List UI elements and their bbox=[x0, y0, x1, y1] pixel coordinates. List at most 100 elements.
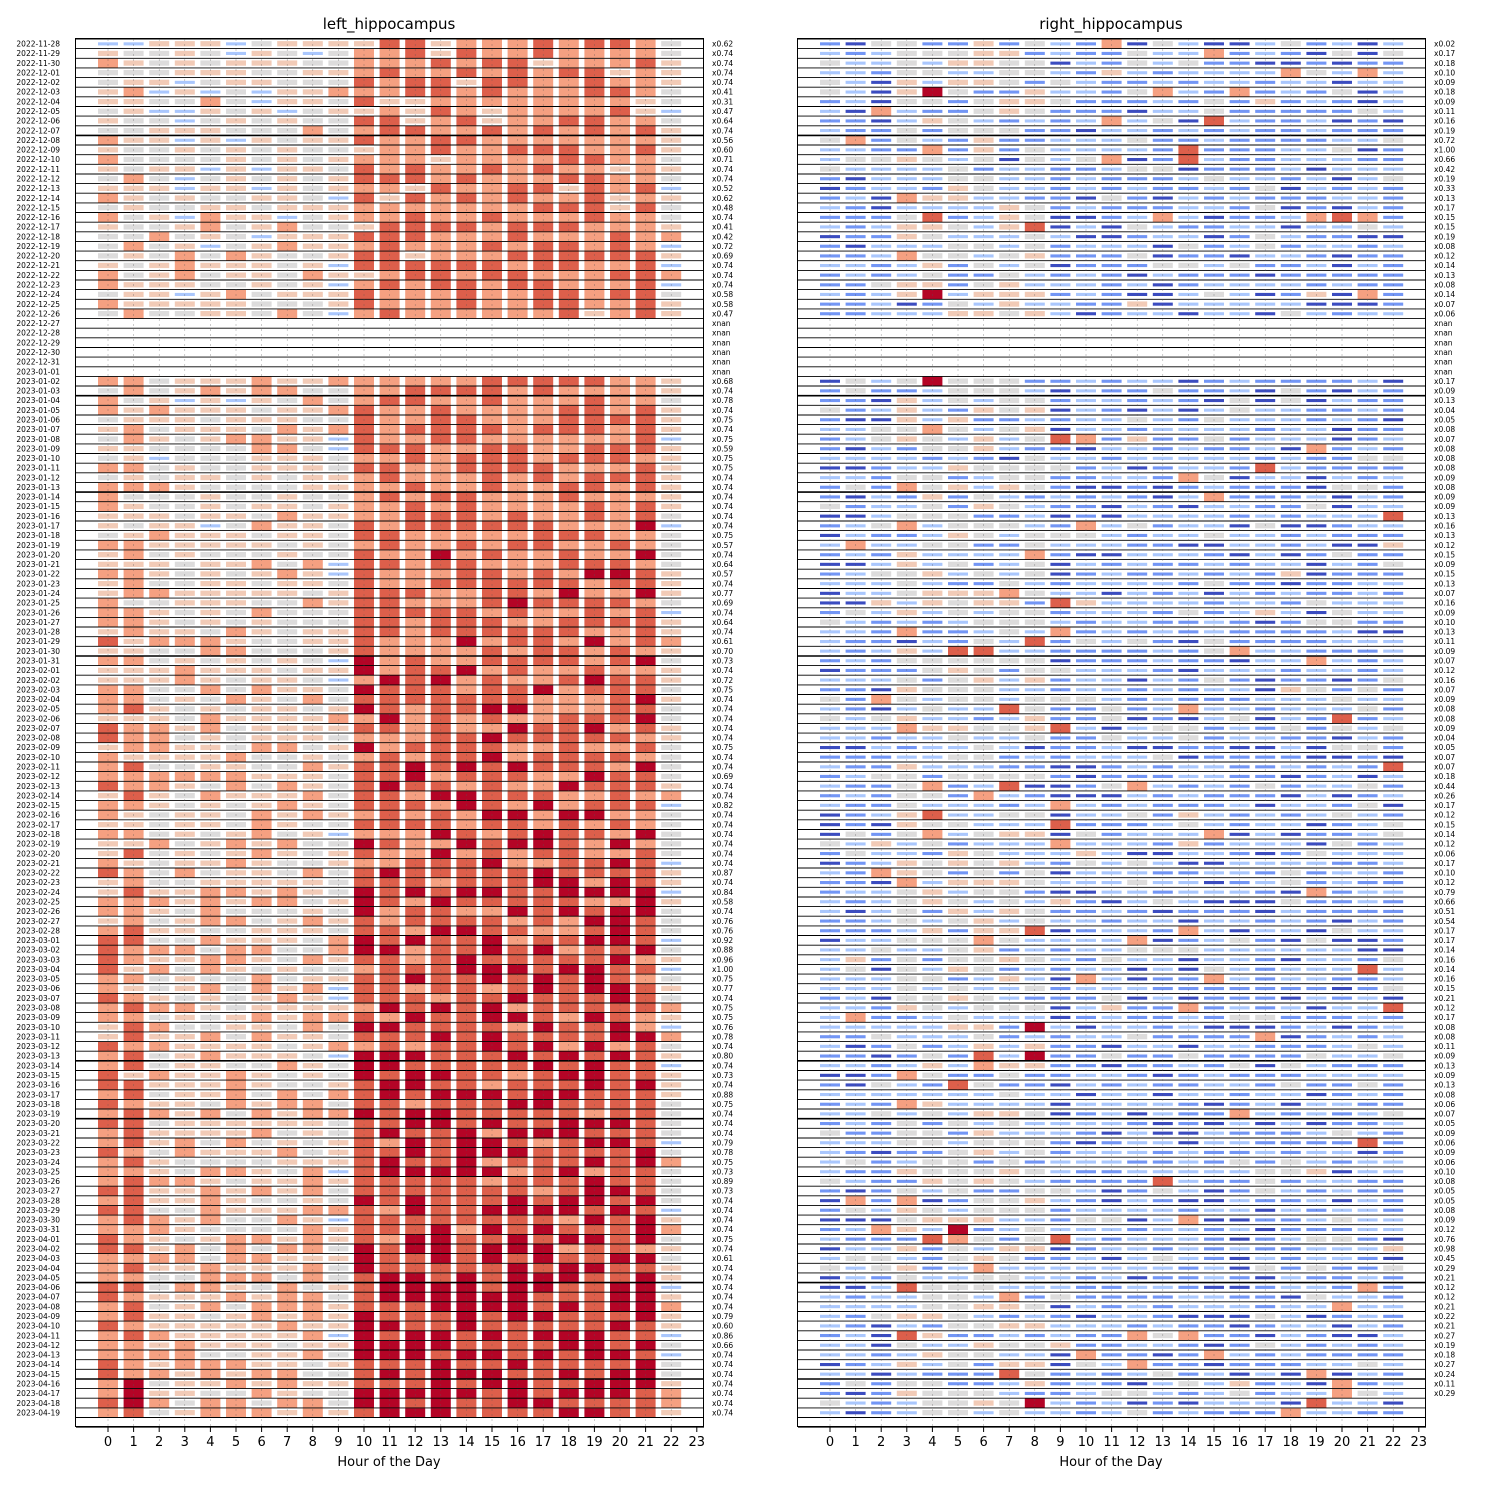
heatmap-cell bbox=[1127, 379, 1148, 383]
heatmap-cell bbox=[302, 1408, 323, 1418]
heatmap-cell bbox=[1229, 51, 1250, 55]
y-date-label: 2023-03-22 bbox=[16, 1139, 60, 1148]
heatmap-cell bbox=[533, 617, 554, 627]
y-date-label: 2023-03-25 bbox=[16, 1167, 60, 1176]
heatmap-cell bbox=[507, 887, 528, 897]
heatmap-cell bbox=[584, 897, 605, 907]
heatmap-cell bbox=[149, 1176, 170, 1186]
heatmap-cell bbox=[98, 58, 118, 68]
heatmap-cell bbox=[98, 733, 118, 743]
heatmap-cell bbox=[328, 1294, 349, 1300]
y-date-label: 2023-02-12 bbox=[16, 772, 60, 781]
heatmap-cell bbox=[405, 588, 426, 598]
heatmap-cell bbox=[456, 771, 477, 782]
heatmap-cell bbox=[354, 1379, 374, 1389]
heatmap-cell bbox=[200, 581, 221, 587]
heatmap-cell bbox=[1024, 177, 1045, 181]
heatmap-cell bbox=[661, 611, 682, 615]
heatmap-cell bbox=[533, 1302, 554, 1312]
heatmap-cell bbox=[1204, 485, 1224, 489]
heatmap-cell bbox=[635, 906, 656, 917]
heatmap-cell bbox=[610, 1138, 630, 1148]
heatmap-cell bbox=[405, 637, 426, 647]
heatmap-cell bbox=[635, 733, 656, 743]
heatmap-cell bbox=[558, 1253, 579, 1264]
heatmap-cell bbox=[123, 715, 144, 722]
heatmap-cell bbox=[405, 1388, 426, 1399]
heatmap-cell bbox=[1255, 243, 1276, 249]
heatmap-cell bbox=[1101, 649, 1122, 653]
heatmap-cell bbox=[1152, 80, 1173, 84]
heatmap-cell bbox=[379, 878, 400, 888]
heatmap-cell bbox=[1332, 505, 1352, 509]
heatmap-cell bbox=[1332, 89, 1352, 95]
heatmap-cell bbox=[456, 68, 477, 78]
heatmap-cell bbox=[277, 581, 298, 587]
heatmap-cell bbox=[610, 617, 630, 627]
heatmap-cell bbox=[482, 887, 502, 897]
heatmap-cell bbox=[302, 783, 323, 789]
heatmap-cell bbox=[277, 897, 298, 907]
heatmap-cell bbox=[610, 984, 630, 994]
heatmap-cell bbox=[999, 108, 1020, 114]
heatmap-cell bbox=[661, 109, 682, 113]
heatmap-cell bbox=[1306, 591, 1327, 595]
heatmap-cell bbox=[661, 918, 682, 924]
heatmap-cell bbox=[948, 476, 968, 480]
heatmap-cell bbox=[302, 1120, 323, 1127]
heatmap-cell bbox=[482, 1119, 502, 1129]
row-scale-label: x0.74 bbox=[712, 753, 733, 762]
heatmap-cell bbox=[354, 502, 374, 512]
heatmap-cell bbox=[123, 1109, 144, 1119]
heatmap-cell bbox=[379, 723, 400, 733]
heatmap-cell bbox=[405, 781, 426, 791]
heatmap-cell bbox=[1178, 196, 1199, 200]
heatmap-cell bbox=[948, 195, 968, 201]
heatmap-cell bbox=[226, 916, 246, 926]
y-date-label: 2023-03-14 bbox=[16, 1061, 60, 1070]
heatmap-cell bbox=[302, 503, 323, 510]
heatmap-cell bbox=[123, 455, 144, 461]
heatmap-cell bbox=[98, 1263, 118, 1273]
heatmap-cell bbox=[896, 312, 917, 316]
row-scale-label: x0.84 bbox=[712, 888, 733, 897]
y-date-label: 2023-03-27 bbox=[16, 1187, 60, 1196]
heatmap-cell bbox=[123, 60, 144, 66]
heatmap-cell bbox=[277, 600, 298, 606]
heatmap-cell bbox=[174, 1176, 195, 1186]
heatmap-cell bbox=[635, 897, 656, 907]
heatmap-cell bbox=[507, 511, 528, 521]
heatmap-cell bbox=[379, 733, 400, 743]
heatmap-cell bbox=[456, 598, 477, 608]
heatmap-cell bbox=[226, 176, 246, 182]
heatmap-cell bbox=[1178, 90, 1199, 94]
heatmap-cell bbox=[430, 251, 451, 261]
heatmap-cell bbox=[1050, 485, 1071, 489]
heatmap-cell bbox=[1332, 80, 1352, 84]
heatmap-cell bbox=[896, 99, 917, 105]
heatmap-cell bbox=[302, 1284, 323, 1290]
heatmap-cell bbox=[456, 1302, 477, 1312]
heatmap-cell bbox=[1255, 601, 1276, 605]
heatmap-cell bbox=[1306, 235, 1327, 239]
heatmap-cell bbox=[896, 89, 917, 95]
heatmap-cell bbox=[123, 50, 144, 57]
heatmap-cell bbox=[226, 89, 246, 95]
heatmap-cell bbox=[251, 1186, 272, 1196]
heatmap-cell bbox=[871, 244, 892, 248]
heatmap-cell bbox=[1255, 61, 1276, 65]
heatmap-cell bbox=[558, 1157, 579, 1167]
heatmap-cell bbox=[661, 1120, 682, 1127]
heatmap-cell bbox=[507, 1263, 528, 1273]
heatmap-cell bbox=[302, 1381, 323, 1387]
heatmap-cell bbox=[558, 1321, 579, 1331]
heatmap-cell bbox=[379, 232, 400, 242]
heatmap-cell bbox=[1127, 80, 1148, 84]
heatmap-cell bbox=[482, 646, 502, 656]
heatmap-cell bbox=[871, 600, 892, 606]
heatmap-cell bbox=[174, 1304, 195, 1310]
heatmap-cell bbox=[1127, 611, 1148, 615]
heatmap-cell bbox=[328, 918, 349, 924]
heatmap-cell bbox=[277, 205, 298, 211]
heatmap-cell bbox=[507, 222, 528, 232]
